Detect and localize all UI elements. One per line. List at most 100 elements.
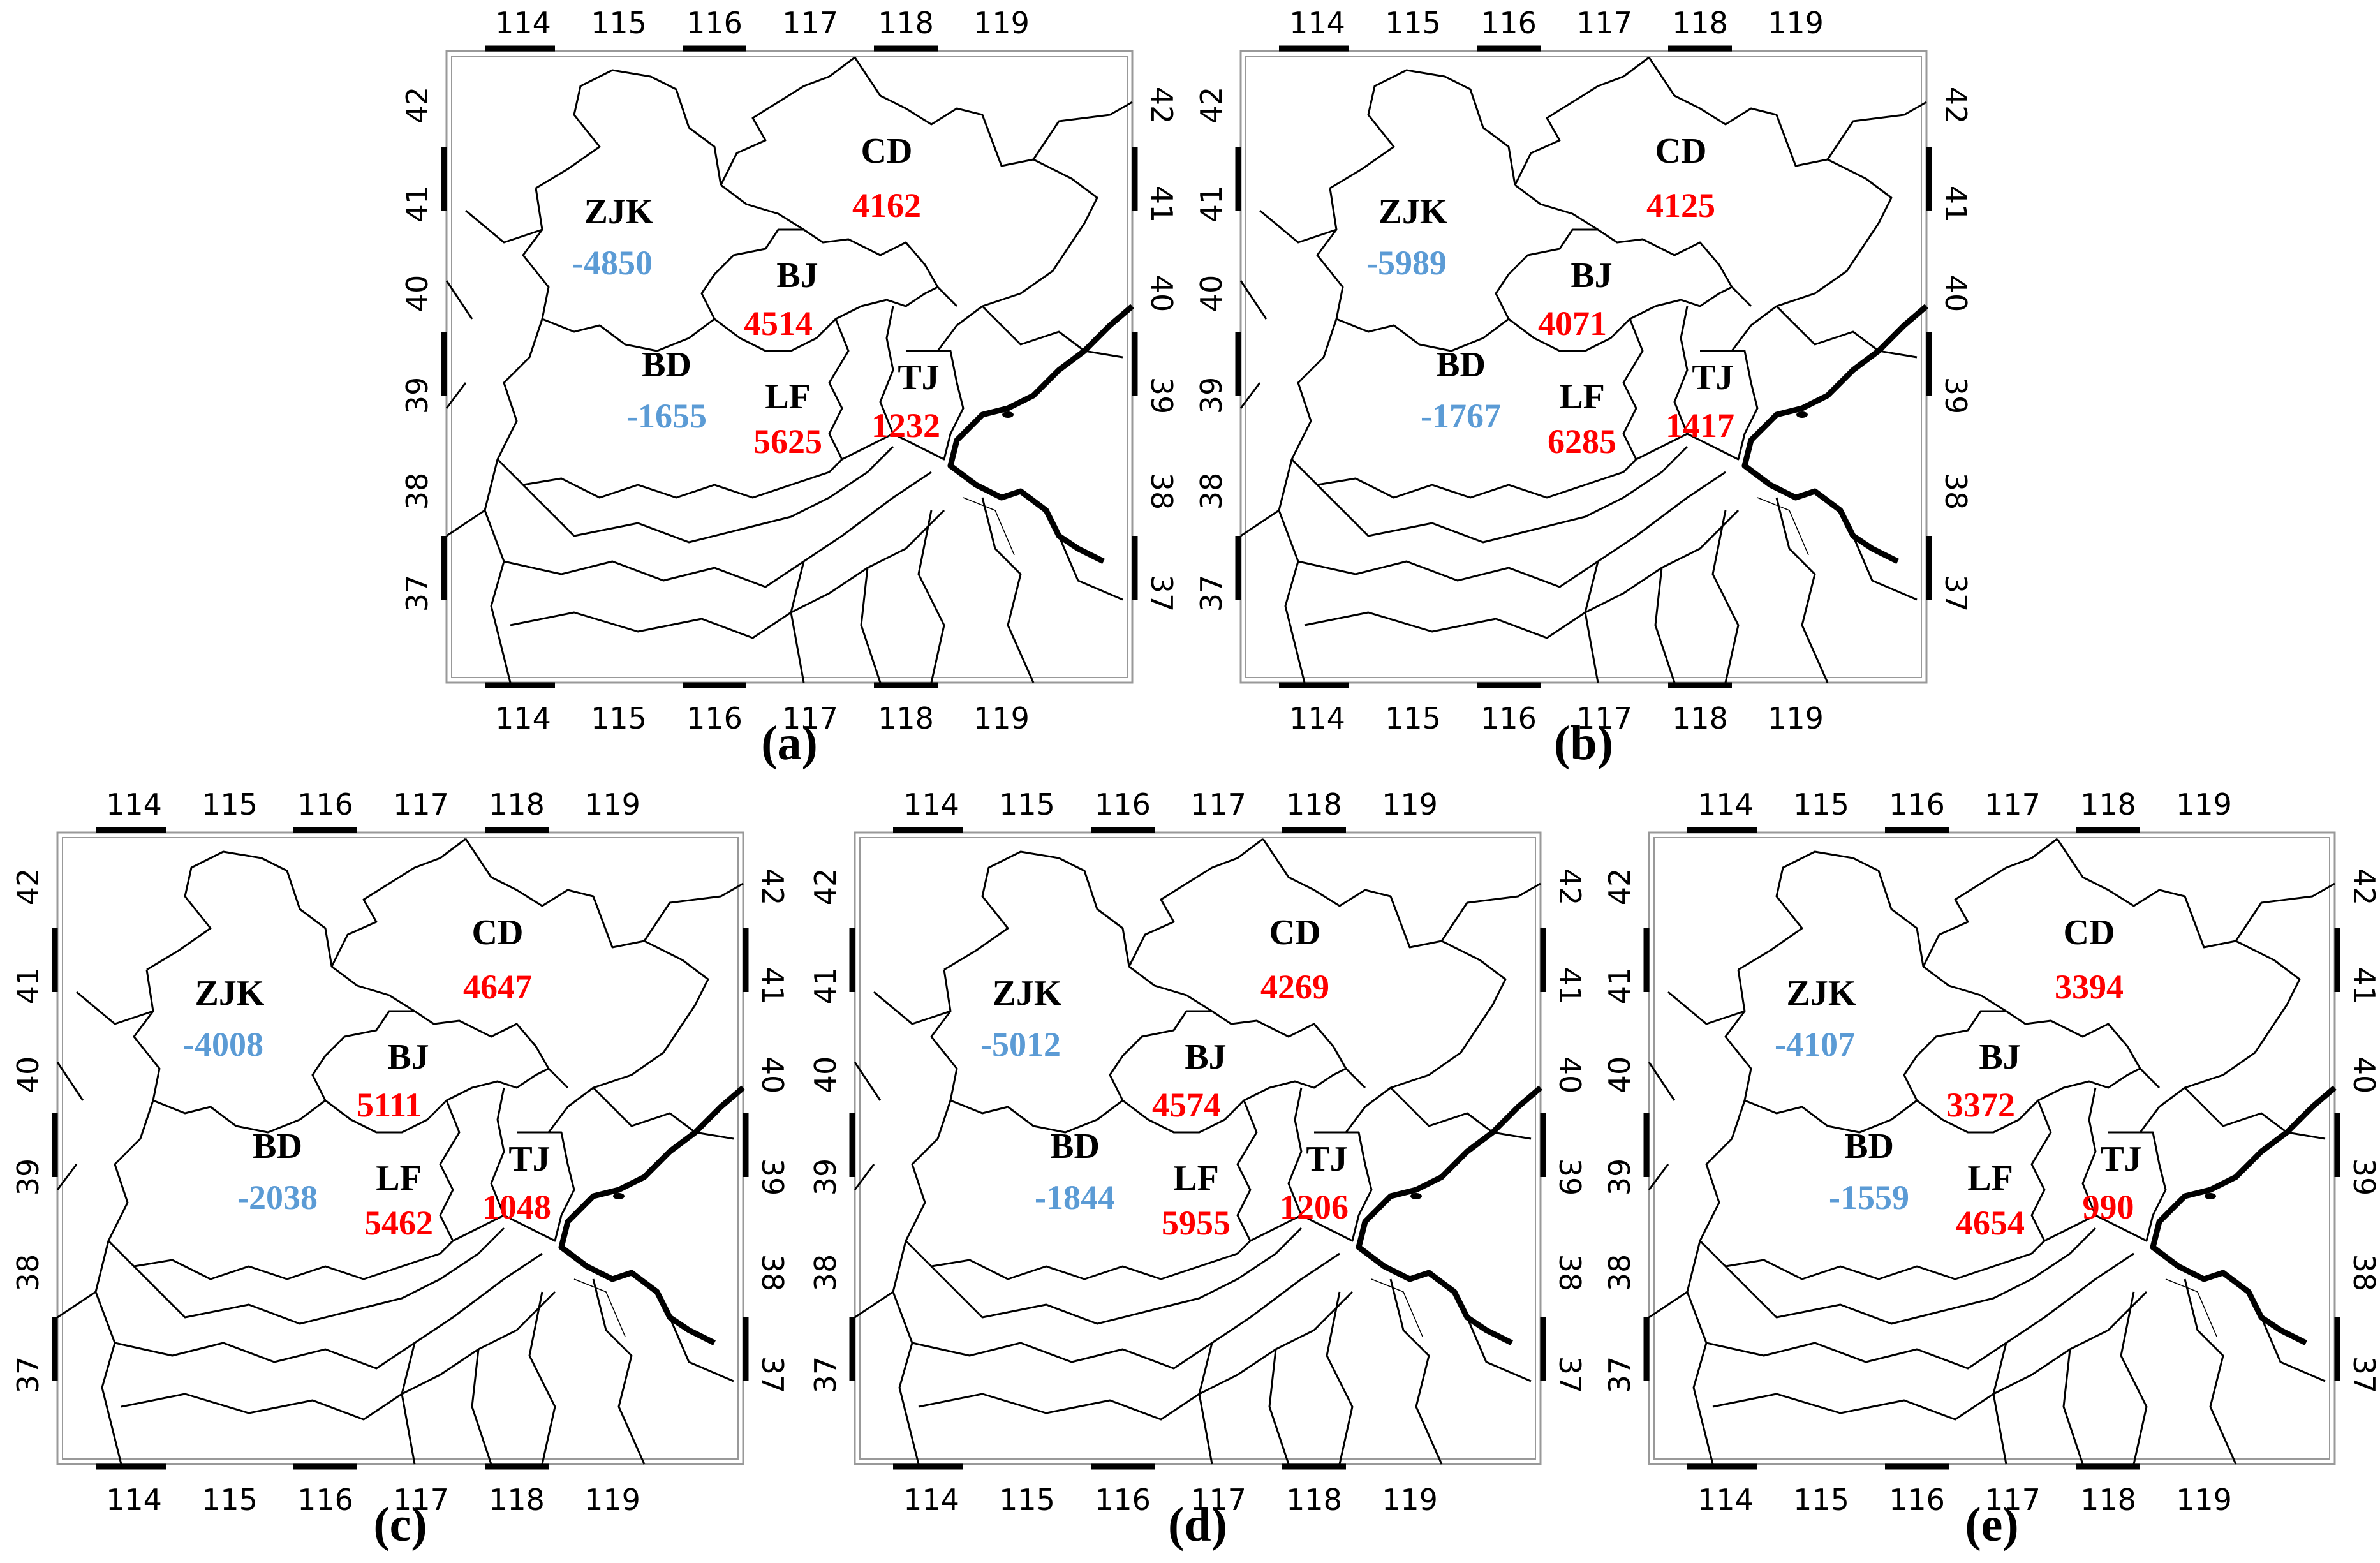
- lat-tick-label: 38: [1553, 1254, 1587, 1292]
- panel-label: (a): [761, 716, 818, 770]
- lat-tick-label: 38: [2347, 1254, 2380, 1292]
- region-code-zjk: ZJK: [195, 974, 265, 1013]
- region-code-lf: LF: [1173, 1159, 1219, 1198]
- region-code-bd: BD: [1050, 1127, 1100, 1166]
- lat-tick-label: 37: [1553, 1356, 1587, 1394]
- lon-tick-label: 114: [1289, 6, 1345, 40]
- lat-tick-label: 40: [1939, 275, 1973, 313]
- map-panel: 114 114 115 115 116 116 117 117 118 118 119 119 37 37…: [1194, 6, 1973, 736]
- lat-tick-label: 39: [1939, 377, 1973, 415]
- lat-tick-label: 39: [1144, 377, 1179, 415]
- lon-tick-label: 114: [1697, 787, 1754, 822]
- lon-tick-label: 116: [1095, 1483, 1151, 1517]
- lon-tick-label: 117: [393, 787, 449, 822]
- lon-tick-label: 115: [1793, 1483, 1849, 1517]
- lat-tick-label: 41: [11, 967, 45, 1005]
- region-value-bd: -1559: [1829, 1178, 1909, 1217]
- region-value-cd: 4647: [463, 968, 532, 1006]
- lat-tick-label: 37: [808, 1356, 843, 1394]
- lat-tick-label: 42: [1144, 87, 1179, 124]
- lon-tick-label: 116: [1889, 1483, 1945, 1517]
- lon-tick-label: 117: [1985, 787, 2041, 822]
- lat-tick-label: 40: [11, 1056, 45, 1094]
- lat-tick-label: 38: [1144, 473, 1179, 510]
- boundary-lines: [855, 833, 1541, 1464]
- lon-tick-label: 118: [489, 787, 545, 822]
- lon-tick-label: 114: [495, 701, 551, 736]
- lat-tick-label: 40: [755, 1056, 790, 1094]
- region-code-lf: LF: [1967, 1159, 2013, 1198]
- lat-tick-label: 39: [11, 1159, 45, 1196]
- region-code-tj: TJ: [2100, 1139, 2141, 1179]
- lon-tick-label: 118: [1672, 701, 1728, 736]
- lat-tick-label: 41: [1144, 186, 1179, 223]
- lon-tick-label: 116: [1095, 787, 1151, 822]
- region-value-zjk: -4008: [183, 1025, 263, 1063]
- lon-tick-label: 115: [1385, 701, 1441, 736]
- lat-tick-label: 37: [400, 575, 434, 612]
- region-value-bj: 4071: [1538, 304, 1607, 343]
- region-value-tj: 1048: [482, 1188, 551, 1226]
- lat-tick-label: 37: [755, 1356, 790, 1394]
- lat-tick-label: 41: [1939, 186, 1973, 223]
- panel-label: (d): [1168, 1498, 1227, 1552]
- lon-tick-label: 115: [999, 787, 1055, 822]
- region-value-zjk: -5989: [1366, 244, 1447, 282]
- lat-tick-label: 40: [1194, 275, 1229, 313]
- lat-tick-label: 39: [808, 1159, 843, 1196]
- lon-tick-label: 117: [393, 1483, 449, 1517]
- boundary-lines: [1649, 833, 2335, 1464]
- region-value-lf: 5625: [753, 422, 822, 461]
- lon-tick-label: 117: [782, 701, 838, 736]
- lat-tick-label: 40: [2347, 1056, 2380, 1094]
- lat-tick-label: 41: [1194, 186, 1229, 223]
- lat-tick-label: 38: [808, 1254, 843, 1292]
- region-code-bj: BJ: [387, 1037, 429, 1077]
- region-code-tj: TJ: [508, 1139, 550, 1179]
- lon-tick-label: 117: [1576, 701, 1632, 736]
- lat-tick-label: 37: [1939, 575, 1973, 612]
- lat-tick-label: 42: [400, 87, 434, 124]
- panel-label: (c): [373, 1498, 427, 1552]
- lat-tick-label: 40: [1553, 1056, 1587, 1094]
- region-value-zjk: -5012: [980, 1025, 1061, 1063]
- region-code-bd: BD: [642, 345, 691, 385]
- lat-tick-label: 40: [1602, 1056, 1637, 1094]
- boundary-lines: [447, 51, 1132, 683]
- region-value-lf: 5955: [1162, 1204, 1231, 1242]
- lat-tick-label: 37: [1144, 575, 1179, 612]
- lon-tick-label: 117: [1190, 787, 1246, 822]
- region-value-bd: -1767: [1421, 397, 1501, 435]
- lon-tick-label: 116: [297, 787, 353, 822]
- region-value-cd: 4125: [1646, 186, 1715, 225]
- region-value-bj: 4574: [1152, 1086, 1221, 1124]
- lat-tick-label: 38: [1939, 473, 1973, 510]
- region-value-bj: 5111: [357, 1086, 422, 1124]
- lon-tick-label: 119: [584, 787, 640, 822]
- lon-tick-label: 116: [686, 701, 743, 736]
- region-code-lf: LF: [1559, 377, 1605, 417]
- region-code-tj: TJ: [898, 358, 939, 397]
- lon-tick-label: 117: [1576, 6, 1632, 40]
- region-code-bj: BJ: [776, 256, 818, 295]
- map-panel: 114 114 115 115 116 116 117 117 118 118 119 119 37 37…: [400, 6, 1179, 736]
- lat-tick-label: 42: [2347, 868, 2380, 906]
- panel-label: (e): [1965, 1498, 2018, 1552]
- lon-tick-label: 116: [297, 1483, 353, 1517]
- region-value-lf: 5462: [364, 1204, 433, 1242]
- region-code-cd: CD: [1269, 913, 1321, 952]
- region-code-zjk: ZJK: [993, 974, 1062, 1013]
- lon-tick-label: 119: [973, 6, 1030, 40]
- region-code-bd: BD: [253, 1127, 302, 1166]
- lat-tick-label: 37: [2347, 1356, 2380, 1394]
- region-code-cd: CD: [1655, 131, 1707, 171]
- region-code-bd: BD: [1436, 345, 1486, 385]
- lon-tick-label: 118: [1286, 787, 1342, 822]
- region-value-cd: 4162: [852, 186, 921, 225]
- lon-tick-label: 116: [1889, 787, 1945, 822]
- lon-tick-label: 118: [1672, 6, 1728, 40]
- region-code-bj: BJ: [1571, 256, 1612, 295]
- lat-tick-label: 40: [400, 275, 434, 313]
- region-value-lf: 6285: [1548, 422, 1616, 461]
